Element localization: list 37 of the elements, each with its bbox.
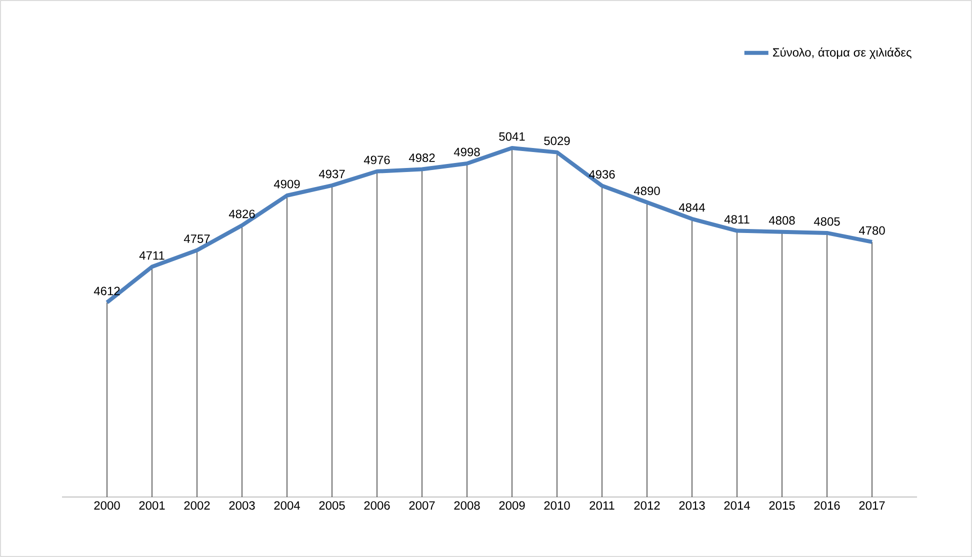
x-tick-label: 2002 [184, 501, 210, 510]
data-label: 4982 [408, 154, 435, 162]
data-label: 4805 [814, 217, 840, 226]
x-tick-label: 2016 [814, 501, 840, 510]
data-label: 4976 [364, 156, 390, 164]
data-label: 5041 [499, 132, 525, 141]
x-tick-label: 2008 [454, 501, 480, 510]
x-tick-label: 2003 [229, 501, 255, 510]
data-label: 4936 [588, 170, 615, 179]
x-tick-label: 2014 [724, 501, 750, 510]
data-label: 4780 [858, 226, 885, 235]
data-label: 4937 [318, 170, 345, 178]
x-tick-label: 2000 [94, 501, 120, 510]
legend-label: Σύνολο, άτομα σε χιλιάδες [773, 47, 912, 60]
x-tick-label: 2001 [139, 501, 165, 510]
x-tick-label: 2007 [409, 501, 435, 510]
x-tick-label: 2005 [319, 501, 345, 510]
data-label: 4811 [724, 215, 750, 224]
x-tick-label: 2011 [590, 501, 614, 510]
x-tick-label: 2006 [364, 501, 390, 510]
data-label: 4757 [184, 234, 210, 244]
data-label: 4711 [139, 251, 164, 260]
data-label: 4844 [678, 203, 705, 212]
data-label: 4998 [454, 148, 480, 156]
x-tick-label: 2013 [679, 501, 705, 510]
x-tick-label: 2012 [634, 501, 660, 510]
data-label: 4612 [94, 286, 120, 296]
x-tick-label: 2015 [769, 501, 795, 510]
data-label: 4808 [768, 216, 795, 225]
x-tick-label: 2017 [859, 501, 885, 510]
x-tick-label: 2004 [274, 501, 300, 510]
data-label: 5029 [544, 136, 570, 146]
x-tick-label: 2010 [544, 501, 570, 510]
data-label: 4826 [228, 210, 255, 218]
x-tick-label: 2009 [499, 501, 525, 510]
data-label: 4909 [274, 180, 300, 188]
data-label: 4890 [634, 186, 660, 196]
